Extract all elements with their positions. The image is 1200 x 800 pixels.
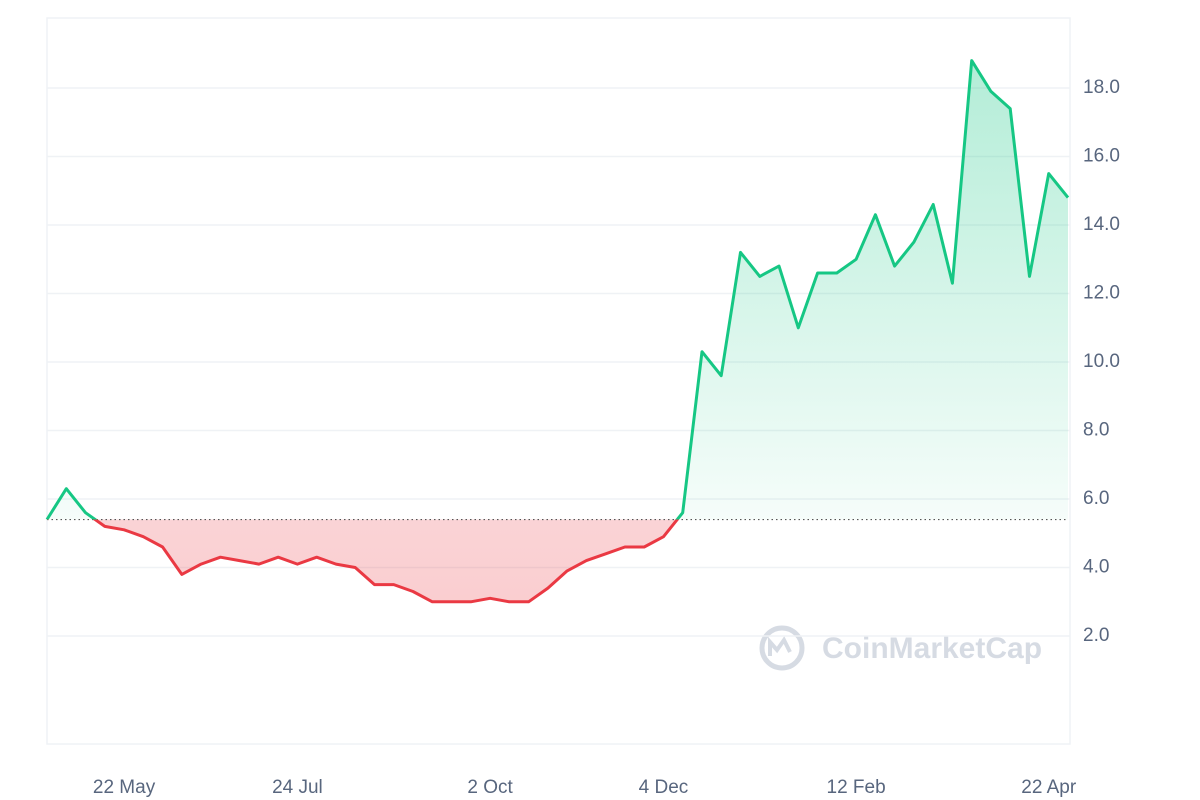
area-fill <box>47 60 1068 602</box>
price-line <box>45 59 1070 604</box>
y-tick-label: 8.0 <box>1083 420 1109 441</box>
x-tick-label: 12 Feb <box>827 777 886 798</box>
y-tick-label: 16.0 <box>1083 146 1120 167</box>
watermark-logo <box>759 625 805 671</box>
x-tick-label: 22 May <box>93 777 156 798</box>
y-tick-label: 2.0 <box>1083 625 1109 646</box>
watermark: CoinMarketCap <box>822 632 1042 665</box>
x-tick-label: 4 Dec <box>639 777 689 798</box>
y-tick-label: 4.0 <box>1083 557 1109 578</box>
y-tick-label: 6.0 <box>1083 488 1109 509</box>
x-tick-label: 2 Oct <box>467 777 513 798</box>
x-tick-label: 24 Jul <box>272 777 323 798</box>
y-tick-label: 12.0 <box>1083 283 1120 304</box>
plot-frame <box>46 17 1071 745</box>
x-tick-label: 22 Apr <box>1021 777 1077 798</box>
y-tick-label: 10.0 <box>1083 351 1120 372</box>
y-tick-label: 18.0 <box>1083 77 1120 98</box>
y-tick-label: 14.0 <box>1083 214 1120 235</box>
